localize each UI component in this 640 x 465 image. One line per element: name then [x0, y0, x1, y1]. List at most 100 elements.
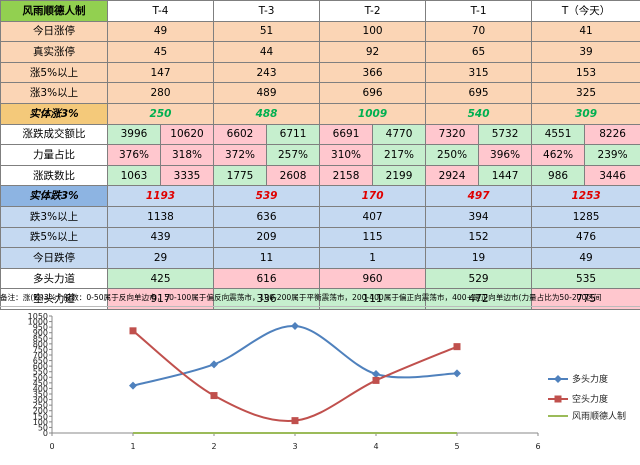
cell: 4770 — [372, 123, 427, 146]
cell: 325 — [531, 82, 640, 104]
row-label: 今日涨停 — [0, 20, 108, 43]
row-count-ratio: 涨跌数比 1063 3335 1775 2608 2158 2199 2924 … — [0, 164, 640, 187]
cell: 111 — [319, 288, 427, 310]
y-tick-label: 450 — [33, 379, 48, 388]
cell: 472 — [425, 288, 533, 310]
market-table: 风雨顺德人制 T-4 T-3 T-2 T-1 T（今天） 今日涨停 49 51 … — [0, 0, 640, 310]
cell: 2158 — [319, 164, 374, 187]
header-t2: T-2 — [319, 0, 427, 22]
cell: 462% — [531, 144, 586, 166]
y-tick-label: 1000 — [28, 318, 48, 327]
row-label: 真实涨停 — [0, 41, 108, 63]
cell: 636 — [213, 205, 321, 228]
y-tick-label: 550 — [33, 368, 48, 377]
cell: 425 — [106, 267, 215, 290]
cell: 3996 — [107, 123, 161, 146]
cell: 318% — [159, 144, 215, 166]
row-label: 涨5%以上 — [0, 61, 108, 84]
cell: 3446 — [584, 164, 640, 187]
cell: 92 — [319, 41, 427, 63]
x-tick-label: 0 — [49, 442, 54, 451]
y-tick-label: 600 — [33, 362, 48, 371]
cell: 917 — [106, 288, 215, 310]
cell: 497 — [425, 185, 533, 207]
row-label: 实体跌3% — [0, 185, 108, 207]
x-tick-label: 5 — [454, 442, 459, 451]
x-tick-label: 6 — [535, 442, 540, 451]
bear-point — [372, 376, 380, 384]
cell: 4551 — [531, 123, 586, 146]
cell: 540 — [425, 102, 533, 125]
row-label: 空头力道 — [0, 288, 108, 310]
cell: 280 — [106, 82, 215, 104]
cell: 529 — [425, 267, 533, 290]
header-t3: T-3 — [213, 0, 321, 22]
cell: 153 — [531, 61, 640, 84]
y-tick-label: 900 — [33, 329, 48, 338]
cell: 250% — [425, 144, 480, 166]
cell: 986 — [531, 164, 586, 187]
cell: 10620 — [159, 123, 215, 146]
y-tick-label: 700 — [33, 351, 48, 360]
x-tick-label: 1 — [130, 442, 135, 451]
y-tick-label: 850 — [33, 334, 48, 343]
bull-point — [453, 369, 461, 378]
x-tick-label: 3 — [292, 442, 297, 451]
header-today: T（今天） — [531, 0, 640, 22]
cell: 19 — [425, 247, 533, 269]
cell: 8226 — [584, 123, 640, 146]
y-tick-label: 650 — [33, 357, 48, 366]
row-volume-ratio: 涨跌成交额比 3996 10620 6602 6711 6691 4770 73… — [0, 123, 640, 146]
cell: 39 — [531, 41, 640, 63]
y-tick-label: 350 — [33, 390, 48, 399]
row-label: 力量占比 — [0, 144, 108, 166]
bear-point — [453, 343, 461, 351]
x-tick-label: 4 — [373, 442, 378, 451]
row-bull-force: 多头力道 425 616 960 529 535 — [0, 267, 640, 290]
cell: 394 — [425, 205, 533, 228]
cell: 539 — [213, 185, 321, 207]
cell: 696 — [319, 82, 427, 104]
row-up3: 涨3%以上 280 489 696 695 325 — [0, 82, 640, 104]
row-real-limit-up: 真实涨停 45 44 92 65 39 — [0, 41, 640, 63]
cell: 1285 — [531, 205, 640, 228]
cell: 2924 — [425, 164, 480, 187]
cell: 960 — [319, 267, 427, 290]
header-t4: T-4 — [106, 0, 215, 22]
cell: 372% — [213, 144, 268, 166]
y-tick-label: 1050 — [28, 312, 48, 321]
row-bear-force: 空头力道 917 336 111 472 775 — [0, 288, 640, 310]
cell: 1447 — [478, 164, 533, 187]
row-up5: 涨5%以上 147 243 366 315 153 — [0, 61, 640, 84]
cell: 310% — [319, 144, 374, 166]
cell: 49 — [106, 20, 215, 43]
row-label: 跌3%以上 — [0, 205, 108, 228]
cell: 41 — [531, 20, 640, 43]
row-label: 多头力道 — [0, 267, 108, 290]
cell: 29 — [106, 247, 215, 269]
series-line-bull — [132, 325, 458, 387]
y-tick-label: 250 — [33, 401, 48, 410]
series-line-bear — [132, 330, 458, 422]
row-label: 涨跌成交额比 — [0, 123, 108, 146]
cell: 243 — [213, 61, 321, 84]
y-tick-label: 800 — [33, 340, 48, 349]
bear-point — [129, 327, 137, 335]
y-tick-label: 750 — [33, 345, 48, 354]
cell: 44 — [213, 41, 321, 63]
cell: 1138 — [106, 205, 215, 228]
row-force-ratio: 力量占比 376% 318% 372% 257% 310% 217% 250% … — [0, 144, 640, 166]
row-real-down3: 实体跌3% 1193 539 170 497 1253 — [0, 185, 640, 207]
footnote: 备注：涨(跌)3%个股数：0-50属于反向单边市，50-100属于偏反向震荡市，… — [0, 290, 640, 307]
cell: 152 — [425, 226, 533, 249]
y-tick-label: 50 — [38, 423, 48, 432]
cell: 1253 — [531, 185, 640, 207]
row-down5: 跌5%以上 439 209 115 152 476 — [0, 226, 640, 249]
table-corner-title: 风雨顺德人制 — [0, 0, 108, 22]
cell: 209 — [213, 226, 321, 249]
y-tick-label: 300 — [33, 396, 48, 405]
cell: 535 — [531, 267, 640, 290]
cell: 100 — [319, 20, 427, 43]
cell: 115 — [319, 226, 427, 249]
bull-point — [129, 381, 137, 390]
